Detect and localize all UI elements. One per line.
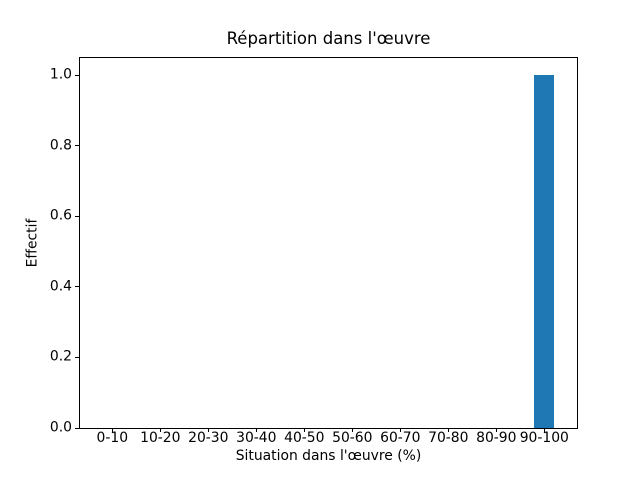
x-tick-label: 30-40	[236, 430, 277, 446]
x-tick-mark	[351, 428, 353, 432]
x-tick-mark	[399, 428, 401, 432]
x-tick-label: 80-90	[476, 430, 517, 446]
x-tick-label: 10-20	[140, 430, 181, 446]
x-tick-label: 50-60	[332, 430, 373, 446]
x-tick-label: 0-10	[96, 430, 129, 446]
y-tick-label: 0.6	[49, 207, 72, 224]
y-tick-label: 1.0	[49, 66, 72, 83]
y-tick-label: 0.2	[49, 348, 72, 365]
x-tick-label: 90-100	[519, 430, 569, 446]
x-tick-mark	[111, 428, 113, 432]
x-tick-mark	[303, 428, 305, 432]
y-tick-mark	[75, 286, 79, 288]
x-tick-label: 70-80	[428, 430, 469, 446]
x-axis-label: Situation dans l'œuvre (%)	[235, 448, 422, 464]
x-tick-mark	[255, 428, 257, 432]
y-tick-mark	[75, 215, 79, 217]
y-tick-mark	[75, 427, 79, 429]
x-tick-label: 60-70	[380, 430, 421, 446]
y-axis-label: Effectif	[24, 218, 41, 268]
y-tick-label: 0.0	[49, 419, 72, 436]
x-tick-mark	[495, 428, 497, 432]
x-tick-mark	[447, 428, 449, 432]
y-tick-label: 0.8	[49, 136, 72, 153]
plot-area: 0-10 10-20 20-30 30-40 40-50 50-60 60-70 70-80 8…	[50, 57, 578, 446]
x-tick-mark	[207, 428, 209, 432]
x-tick-mark	[159, 428, 161, 432]
x-tick-label: 20-30	[188, 430, 229, 446]
y-tick-mark	[75, 356, 79, 358]
chart-title: Répartition dans l'œuvre	[226, 29, 431, 48]
y-tick-mark	[75, 145, 79, 147]
y-tick-mark	[75, 74, 79, 76]
bar-90-100	[534, 75, 555, 428]
x-tick-mark	[543, 428, 545, 432]
x-tick-label: 40-50	[284, 430, 325, 446]
y-tick-label: 0.4	[49, 278, 72, 295]
